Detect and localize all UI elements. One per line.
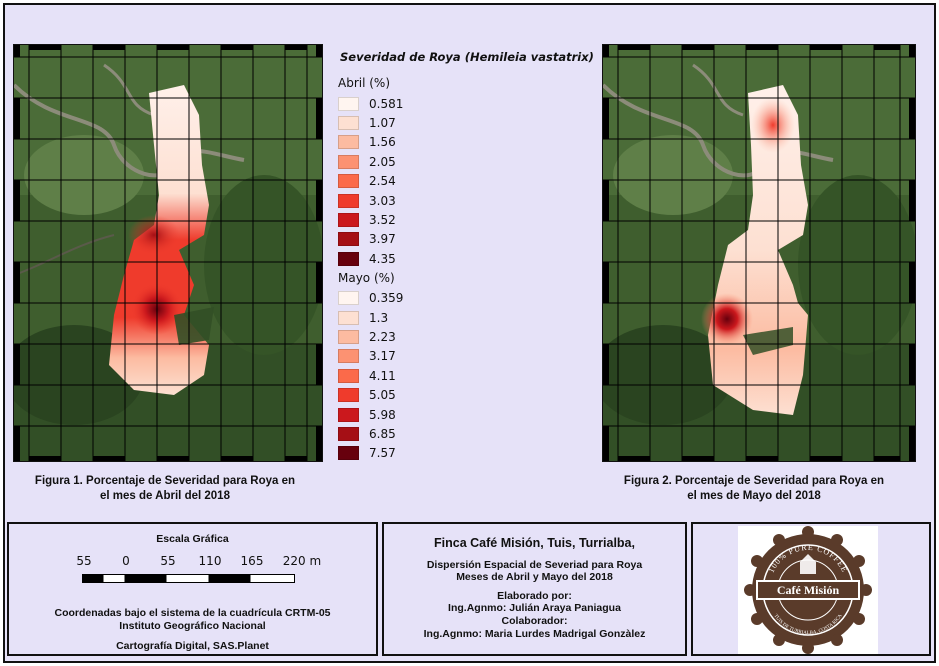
farm-name: Finca Café Misión, Tuis, Turrialba,: [434, 536, 635, 550]
coords-line2: Instituto Geográfico Nacional: [119, 620, 266, 632]
legend-item: 2.23: [336, 327, 596, 346]
legend-item: 7.57: [336, 444, 596, 463]
collaborator-label: Colaborador:: [501, 615, 568, 627]
scale-label: 220 m: [282, 554, 322, 568]
coords-line1: Coordenadas bajo el sistema de la cuadrí…: [54, 607, 331, 619]
legend-title: Severidad de Roya (Hemileia vastatrix): [340, 50, 594, 64]
legend-label: 0.359: [369, 291, 404, 306]
logo-panel: 100% PURE COFFEE Café Misión TUIS DE TUR…: [691, 522, 931, 656]
legend-label: 3.17: [369, 349, 396, 364]
legend-swatch: [338, 426, 359, 441]
legend-item: 3.17: [336, 347, 596, 366]
map-subtitle-line2: Meses de Abril y Mayo del 2018: [456, 571, 613, 583]
legend-label: 6.85: [369, 426, 396, 441]
scale-label: 55: [76, 554, 92, 568]
figure-2-caption-line2: el mes de Mayo del 2018: [687, 490, 821, 502]
legend-label: 5.05: [369, 388, 396, 403]
legend-item: 3.52: [336, 210, 596, 229]
legend-swatch: [338, 329, 359, 344]
map-abril: [13, 44, 323, 462]
scale-bar: [82, 574, 295, 583]
collaborator-name: Ing.Agnmo: Maria Lurdes Madrigal Gonzàle…: [423, 628, 646, 640]
legend-swatch: [338, 291, 359, 306]
legend-item: 6.85: [336, 424, 596, 443]
legend-label: 2.23: [369, 329, 396, 344]
legend-swatch: [338, 407, 359, 422]
legend-swatch: [338, 349, 359, 364]
legend-swatch: [338, 388, 359, 403]
legend-label: 2.05: [369, 154, 396, 169]
legend-item: 4.11: [336, 366, 596, 385]
legend-label: 1.3: [369, 310, 389, 325]
legend-group-title: Mayo (%): [338, 270, 395, 285]
legend-swatch: [338, 193, 359, 208]
legend-item: 5.98: [336, 405, 596, 424]
legend-label: 0.581: [369, 96, 404, 111]
legend: Severidad de Roya (Hemileia vastatrix) A…: [336, 50, 596, 463]
scale-label: 165: [240, 554, 264, 568]
legend-item: 1.56: [336, 133, 596, 152]
legend-swatch: [338, 213, 359, 228]
coordinate-grid: [14, 45, 322, 461]
legend-group-1: Mayo (%) 0.359 1.3 2.23 3.17 4.11 5.05 5.98 6.85…: [336, 271, 596, 464]
legend-label: 5.98: [369, 407, 396, 422]
elaborated-by: Ing.Agnmo: Julián Araya Paniagua: [448, 602, 621, 614]
logo-brand: Café Misión: [777, 583, 840, 597]
scale-label: 110: [198, 554, 222, 568]
legend-swatch: [338, 310, 359, 325]
legend-swatch: [338, 368, 359, 383]
legend-swatch: [338, 251, 359, 266]
coordinate-grid: [603, 45, 915, 461]
legend-swatch: [338, 135, 359, 150]
legend-item: 3.03: [336, 191, 596, 210]
legend-item: 1.3: [336, 308, 596, 327]
figure-1-caption-line1: Figura 1. Porcentaje de Severidad para R…: [34, 475, 296, 487]
legend-label: 3.97: [369, 232, 396, 247]
legend-item: 2.54: [336, 172, 596, 191]
legend-label: 4.11: [369, 368, 396, 383]
scale-label: 0: [122, 554, 130, 568]
elaborated-label: Elaborado por:: [497, 590, 572, 602]
cafe-mision-logo: 100% PURE COFFEE Café Misión TUIS DE TUR…: [738, 526, 878, 654]
legend-item: 1.07: [336, 113, 596, 132]
legend-swatch: [338, 154, 359, 169]
legend-label: 7.57: [369, 446, 396, 461]
scale-panel: Escala Gráfica 55 0 55 110 165 220 m Coo…: [7, 522, 378, 656]
figure-1-caption-line2: el mes de Abril del 2018: [100, 490, 230, 502]
legend-item: 5.05: [336, 385, 596, 404]
legend-swatch: [338, 232, 359, 247]
seal-emblem: [744, 526, 872, 654]
scale-label: 55: [160, 554, 176, 568]
legend-label: 2.54: [369, 174, 396, 189]
figure-2-caption-line1: Figura 2. Porcentaje de Severidad para R…: [623, 475, 885, 487]
figure-1-caption: Figura 1. Porcentaje de Severidad para R…: [10, 474, 320, 504]
legend-item: 3.97: [336, 230, 596, 249]
legend-label: 4.35: [369, 251, 396, 266]
legend-group-title: Abril (%): [338, 76, 391, 90]
legend-swatch: [338, 96, 359, 111]
legend-item: 0.581: [336, 94, 596, 113]
legend-item: 4.35: [336, 249, 596, 268]
legend-group-0: Abril (%) 0.581 1.07 1.56 2.05 2.54 3.03 3.52 3.…: [336, 76, 596, 269]
map-subtitle-line1: Dispersión Espacial de Severiad para Roy…: [426, 559, 643, 571]
legend-swatch: [338, 116, 359, 131]
scale-title: Escala Gráfica: [156, 533, 229, 545]
legend-label: 3.03: [369, 193, 396, 208]
legend-label: 1.56: [369, 135, 396, 150]
legend-label: 3.52: [369, 213, 396, 228]
legend-label: 1.07: [369, 116, 396, 131]
scale-labels: 55 0 55 110 165 220 m: [9, 554, 380, 570]
info-panel: Finca Café Misión, Tuis, Turrialba, Disp…: [382, 522, 687, 656]
legend-swatch: [338, 446, 359, 461]
figure-2-caption: Figura 2. Porcentaje de Severidad para R…: [598, 474, 910, 504]
cartography-source: Cartografía Digital, SAS.Planet: [116, 640, 269, 652]
legend-item: 0.359: [336, 289, 596, 308]
map-mayo: [602, 44, 916, 462]
legend-item: 2.05: [336, 152, 596, 171]
legend-swatch: [338, 174, 359, 189]
